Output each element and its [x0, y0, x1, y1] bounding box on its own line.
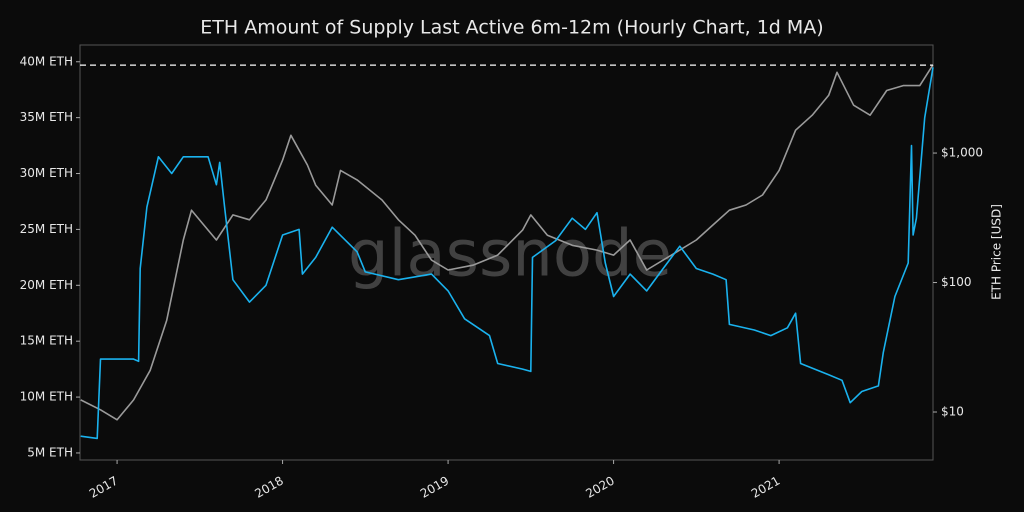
y2-tick-label: $10: [941, 405, 964, 419]
x-tick-label: 2018: [252, 474, 285, 501]
y2-tick-label: $100: [941, 275, 972, 289]
y2-axis-label: ETH Price [USD]: [990, 204, 1004, 300]
y-tick-label: 10M ETH: [20, 390, 73, 404]
x-tick-label: 2017: [87, 474, 120, 501]
x-tick-label: 2021: [749, 474, 782, 501]
y-tick-label: 5M ETH: [27, 445, 73, 459]
supply-line: [80, 67, 934, 440]
y2-tick-label: $1,000: [941, 146, 983, 160]
y-tick-label: 35M ETH: [20, 110, 73, 124]
y-tick-label: 30M ETH: [20, 166, 73, 180]
chart-title: ETH Amount of Supply Last Active 6m-12m …: [200, 17, 823, 39]
x-tick-label: 2019: [418, 474, 451, 501]
y-tick-label: 40M ETH: [20, 54, 73, 68]
y-tick-label: 25M ETH: [20, 222, 73, 236]
price-line: [80, 64, 934, 421]
x-tick-label: 2020: [583, 474, 616, 501]
y-tick-label: 20M ETH: [20, 278, 73, 292]
y-tick-label: 15M ETH: [20, 334, 73, 348]
watermark: glassnode: [348, 218, 672, 292]
plot-frame: [79, 44, 934, 461]
